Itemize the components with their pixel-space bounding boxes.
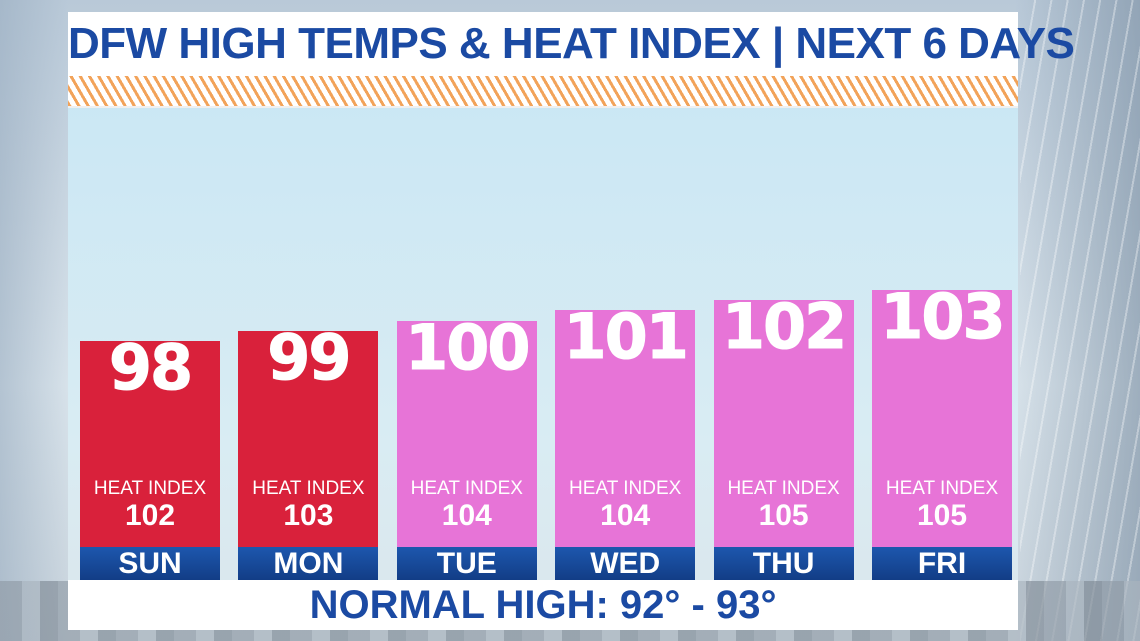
footer-bar: [68, 580, 1018, 630]
day-label-thu: THU: [713, 547, 854, 580]
high-temp-label: 99: [267, 320, 352, 394]
temp-bar-thu: 102 HEAT INDEX 105: [713, 295, 854, 547]
temp-bar-tue: 100 HEAT INDEX 104: [396, 316, 537, 547]
temp-bar-sun: 98 HEAT INDEX 102: [80, 336, 220, 547]
heat-index-caption: HEAT INDEX: [569, 477, 682, 499]
temp-bar-fri: 103 HEAT INDEX 105: [872, 285, 1012, 547]
chart-panel: [68, 12, 1018, 630]
heat-index-caption: HEAT INDEX: [93, 478, 207, 499]
temp-bar-wed: 101 HEAT INDEX 104: [555, 305, 696, 547]
day-label-tue: TUE: [396, 547, 537, 580]
high-temp-label: 100: [405, 310, 531, 384]
heat-index-caption: HEAT INDEX: [727, 477, 840, 499]
heat-index-value: 104: [600, 498, 651, 532]
bridge-cables-background: [1020, 0, 1140, 641]
title-underline-hatch: [68, 76, 1018, 108]
heat-index-caption: HEAT INDEX: [410, 477, 523, 499]
high-temp-label: 103: [880, 280, 1006, 353]
high-temp-label: 98: [108, 331, 193, 404]
chart-title: DFW HIGH TEMPS & HEAT INDEX | NEXT 6 DAY…: [68, 19, 1075, 68]
normal-high-label: NORMAL HIGH: 92° - 93°: [309, 583, 777, 627]
heat-index-caption: HEAT INDEX: [252, 477, 365, 499]
day-label-wed: WED: [555, 547, 696, 580]
temp-bar-mon: 99 HEAT INDEX 103: [238, 326, 379, 547]
title-bar: [68, 12, 1018, 76]
heat-index-value: 104: [441, 498, 492, 532]
high-temp-label: 101: [563, 300, 689, 374]
day-label-sun: SUN: [80, 547, 220, 580]
heat-index-value: 105: [758, 498, 809, 532]
bar-chart: 98 HEAT INDEX 102 SUN 99 HEAT INDEX 103 MON 100 H…: [68, 106, 1018, 580]
day-label-fri: FRI: [872, 547, 1012, 580]
high-temp-label: 102: [721, 290, 847, 364]
heat-index-value: 105: [916, 499, 968, 532]
day-label-mon: MON: [238, 547, 379, 580]
heat-index-value: 103: [283, 498, 334, 532]
heat-index-value: 102: [124, 499, 176, 532]
heat-index-caption: HEAT INDEX: [885, 478, 999, 499]
